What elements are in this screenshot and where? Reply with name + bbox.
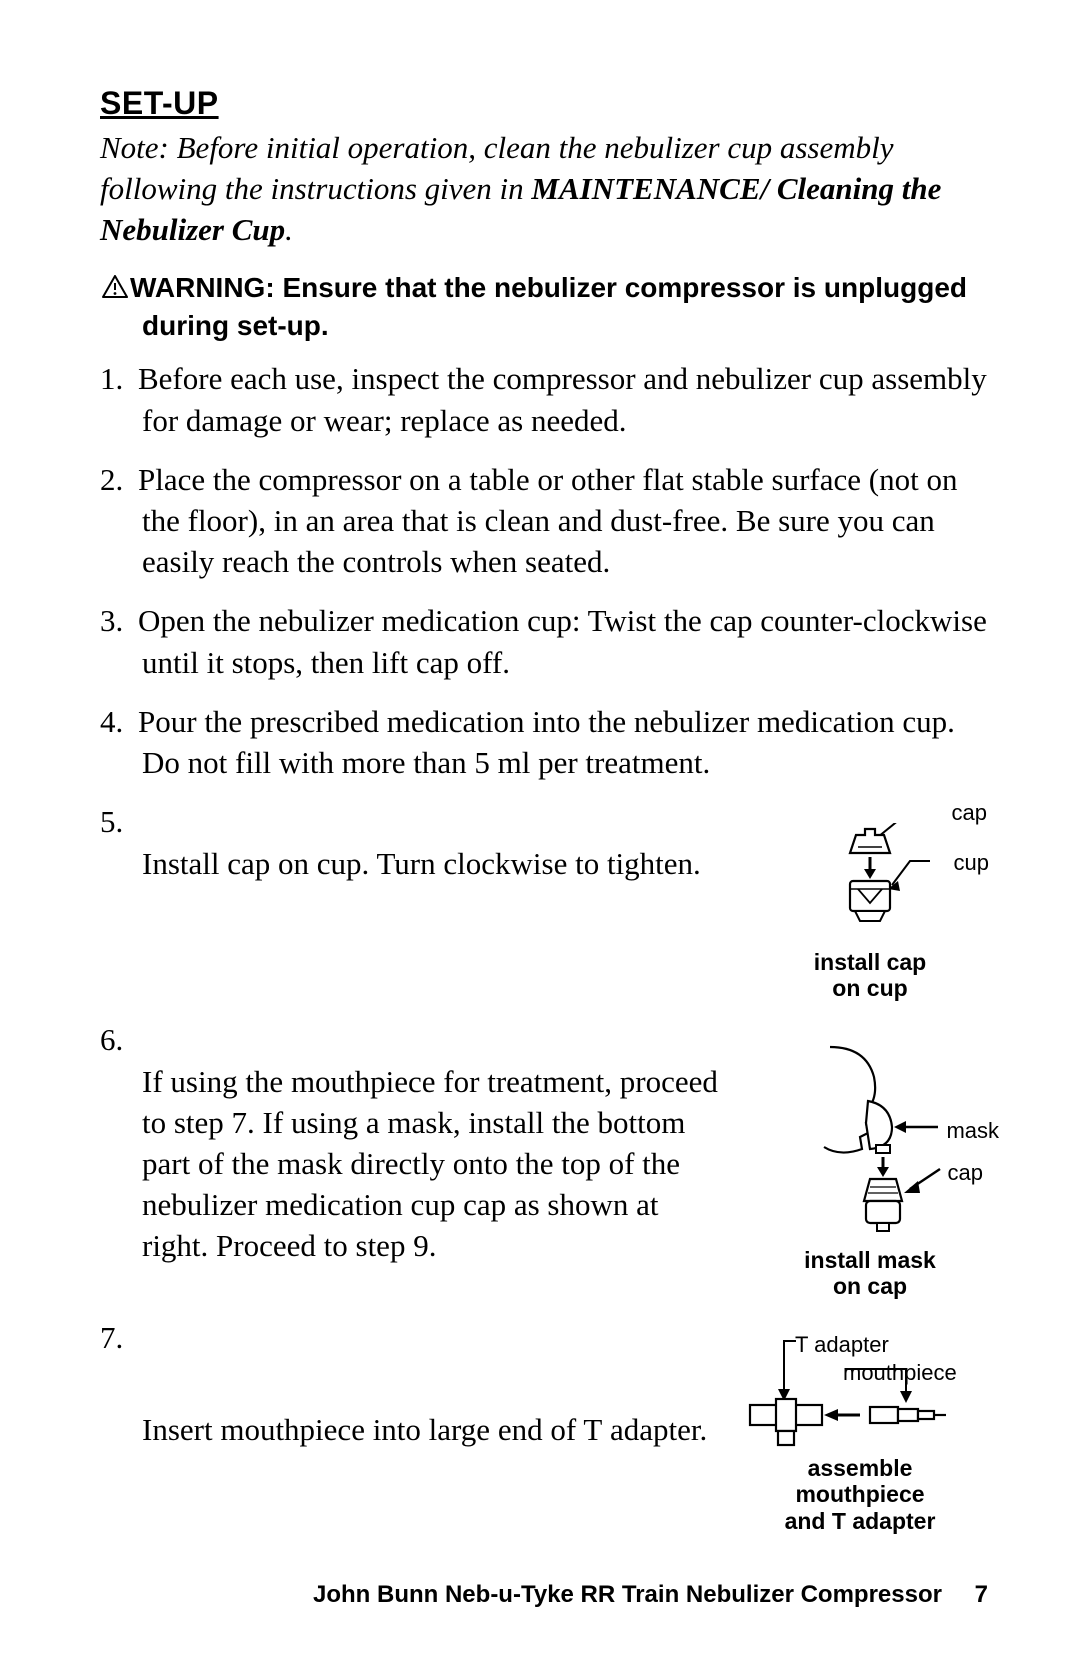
fig3-caption: assemblemouthpieceand T adapter (725, 1455, 995, 1534)
step-5-text: Install cap on cup. Turn clockwise to ti… (142, 843, 729, 884)
step-6: If using the mouthpiece for treatment, p… (100, 1019, 995, 1299)
step-2: Place the compressor on a table or other… (100, 459, 995, 583)
step-5: Install cap on cup. Turn clockwise to ti… (100, 801, 995, 1001)
fig3-label-mp: mouthpiece (843, 1361, 957, 1385)
figure-assemble-mouthpiece: T adapter mouthpiece (725, 1339, 995, 1534)
note-paragraph: Note: Before initial operation, clean th… (100, 128, 995, 251)
fig1-svg (780, 823, 960, 943)
warning-icon (100, 275, 130, 299)
warning-label: WARNING: (130, 272, 282, 303)
fig3-label-t: T adapter (795, 1333, 889, 1357)
fig1-label-cap: cap (952, 801, 987, 825)
warning-block: WARNING: Ensure that the nebulizer compr… (100, 269, 995, 345)
section-heading: SET-UP (100, 85, 995, 122)
figure-install-cap: cap cup (745, 823, 995, 1002)
fig2-label-mask: mask (946, 1119, 999, 1143)
step-6-text: If using the mouthpiece for treatment, p… (142, 1061, 729, 1267)
fig2-caption: install maskon cap (745, 1247, 995, 1300)
footer-page-number: 7 (975, 1581, 988, 1608)
page-footer: John Bunn Neb-u-Tyke RR Train Nebulizer … (313, 1581, 988, 1609)
footer-product: John Bunn Neb-u-Tyke RR Train Nebulizer … (313, 1581, 942, 1608)
step-4: Pour the prescribed medication into the … (100, 701, 995, 783)
step-7-text: Insert mouthpiece into large end of T ad… (142, 1359, 709, 1450)
figure-install-mask: mask cap (745, 1041, 995, 1300)
step-7: Insert mouthpiece into large end of T ad… (100, 1317, 995, 1534)
fig1-label-cup: cup (954, 851, 989, 875)
manual-page: SET-UP Note: Before initial operation, c… (0, 0, 1080, 1669)
fig2-svg (770, 1041, 970, 1241)
step-3: Open the nebulizer medication cup: Twist… (100, 600, 995, 682)
note-suffix: . (285, 212, 293, 247)
fig2-label-cap: cap (948, 1161, 983, 1185)
steps-list: Before each use, inspect the compressor … (100, 358, 995, 1534)
step-1: Before each use, inspect the compressor … (100, 358, 995, 440)
fig1-caption: install capon cup (745, 949, 995, 1002)
